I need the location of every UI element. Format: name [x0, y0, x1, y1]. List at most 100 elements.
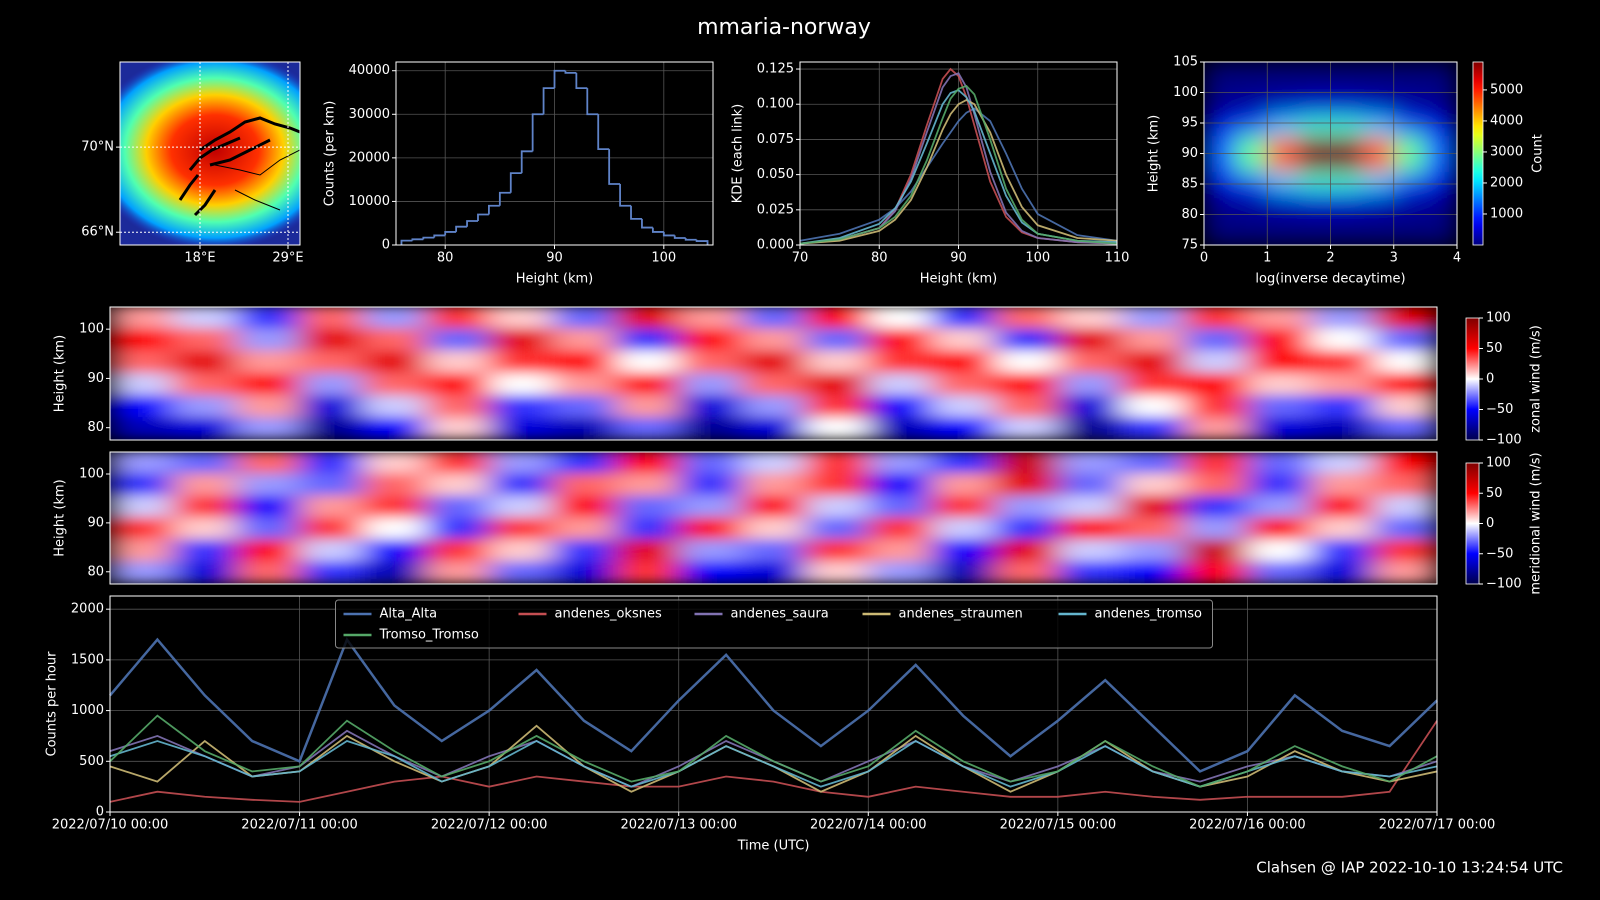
heatmap-cell — [173, 327, 237, 351]
heatmap-cell — [678, 538, 743, 562]
colorbar-tick-label: 0 — [1486, 516, 1494, 531]
heatmap-cell — [1298, 98, 1331, 118]
heatmap-cell — [1310, 327, 1375, 351]
histogram-bar — [651, 227, 664, 233]
heatmap-cell — [1247, 416, 1312, 440]
heatmap — [110, 307, 1437, 440]
heatmap-cell — [362, 350, 427, 373]
legend-label: andenes_tromso — [1095, 607, 1203, 622]
heatmap-cell — [173, 516, 237, 540]
histogram-bar — [466, 220, 478, 227]
y-tick-label: 0.000 — [757, 238, 794, 253]
heatmap-cell — [931, 538, 996, 562]
plot-frame — [109, 595, 1438, 813]
heatmap-cell — [931, 560, 996, 584]
colorbar-tick-label: 5000 — [1490, 82, 1523, 97]
heatmap-cell — [489, 416, 553, 440]
heatmap-cell — [615, 416, 680, 440]
y-tick-label: 100 — [79, 467, 104, 482]
heatmap-cell — [931, 394, 996, 418]
heatmap-cell — [1184, 416, 1248, 440]
heatmap-cell — [1204, 171, 1237, 191]
heatmap-cell — [425, 416, 490, 440]
heatmap-cell — [1057, 307, 1122, 329]
heatmap-cell — [1373, 472, 1437, 496]
heatmap-cell — [1362, 171, 1395, 191]
heatmap-cell — [1310, 494, 1375, 518]
heatmap-cell — [110, 372, 174, 395]
x-tick-label: 3 — [1390, 251, 1398, 266]
heatmap-cell — [1247, 494, 1312, 518]
x-tick-label: 100 — [1025, 251, 1050, 266]
heatmap-cell — [1298, 116, 1331, 136]
heatmap-cell — [489, 560, 553, 584]
heatmap-cell — [236, 472, 301, 496]
heatmap-cell — [299, 394, 364, 418]
heatmap-cell — [1235, 208, 1268, 228]
heatmap-cell — [1330, 135, 1363, 154]
heatmap-cell — [1247, 307, 1312, 329]
heatmap-cell — [1267, 116, 1300, 136]
histogram-bar — [422, 236, 435, 240]
heatmap-cell — [362, 416, 427, 440]
heatmap-cell — [299, 538, 364, 562]
heatmap-cell — [1267, 135, 1300, 154]
heatmap-cell — [1425, 226, 1457, 245]
y-axis-label: KDE (each link) — [731, 104, 746, 204]
heatmap-cell — [1057, 416, 1122, 440]
heatmap-cell — [1204, 190, 1237, 209]
heatmap-cell — [236, 327, 301, 351]
heatmap-cell — [868, 472, 932, 496]
heatmap-cell — [1298, 171, 1331, 191]
y-tick-label: 100 — [1173, 85, 1198, 100]
heatmap-cell — [1184, 472, 1248, 496]
heatmap-cell — [1310, 394, 1375, 418]
heatmap-cell — [1057, 372, 1122, 395]
heatmap-cell — [741, 394, 806, 418]
colorbar — [1465, 462, 1480, 585]
y-tick-label: 70°N — [81, 140, 114, 155]
heatmap-cell — [489, 494, 553, 518]
heatmap-cell — [1373, 394, 1437, 418]
histogram-bar — [488, 204, 500, 215]
heatmap-cell — [1057, 394, 1122, 418]
heatmap-cell — [489, 327, 553, 351]
heatmap-cell — [1057, 516, 1122, 540]
y-axis-label: Counts per hour — [45, 651, 60, 757]
legend-label: andenes_oksnes — [555, 607, 662, 622]
heatmap-cell — [678, 307, 743, 329]
heatmap-cell — [678, 516, 743, 540]
heatmap-cell — [994, 307, 1059, 329]
heatmap-cell — [1310, 350, 1375, 373]
series-line — [799, 107, 1118, 242]
legend-label: Tromso_Tromso — [379, 628, 479, 643]
heatmap-cell — [362, 327, 427, 351]
heatmap-cell — [1057, 560, 1122, 584]
heatmap-cell — [994, 327, 1059, 351]
heatmap-cell — [1121, 538, 1185, 562]
heatmap-cell — [931, 452, 996, 474]
heatmap-cell — [173, 560, 237, 584]
heatmap-cell — [1121, 394, 1185, 418]
histogram-bar — [509, 172, 522, 193]
heatmap-cell — [1393, 98, 1426, 118]
x-tick-label: 90 — [546, 251, 563, 266]
heatmap-cell — [110, 394, 174, 418]
histogram-bar — [498, 191, 511, 206]
x-tick-label: 1 — [1263, 251, 1271, 266]
series-line — [109, 637, 1438, 773]
heatmap-cell — [1425, 98, 1457, 118]
heatmap-cell — [1298, 226, 1331, 245]
colorbar-label: zonal wind (m/s) — [1529, 325, 1544, 433]
heatmap-cell — [868, 516, 932, 540]
colorbar-tick-label: −100 — [1486, 433, 1522, 448]
colorbar-tick-label: 1000 — [1490, 206, 1523, 221]
colorbar — [1472, 61, 1484, 246]
heatmap-cell — [1184, 327, 1248, 351]
x-tick-label: 2022/07/12 00:00 — [431, 818, 548, 833]
colorbar-tick-label: 0 — [1486, 372, 1494, 387]
heatmap-cell — [868, 372, 932, 395]
heatmap-cell — [805, 472, 869, 496]
heatmap-cell — [1235, 98, 1268, 118]
